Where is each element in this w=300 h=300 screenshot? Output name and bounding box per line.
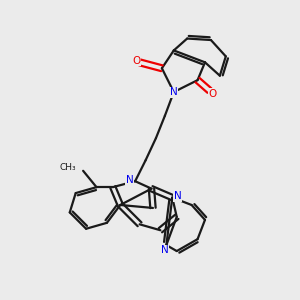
Text: O: O	[208, 88, 217, 98]
Text: N: N	[126, 175, 134, 185]
Text: N: N	[174, 191, 182, 201]
Text: N: N	[161, 245, 169, 256]
Text: O: O	[133, 56, 141, 66]
Text: CH₃: CH₃	[60, 163, 76, 172]
Text: N: N	[170, 87, 178, 97]
